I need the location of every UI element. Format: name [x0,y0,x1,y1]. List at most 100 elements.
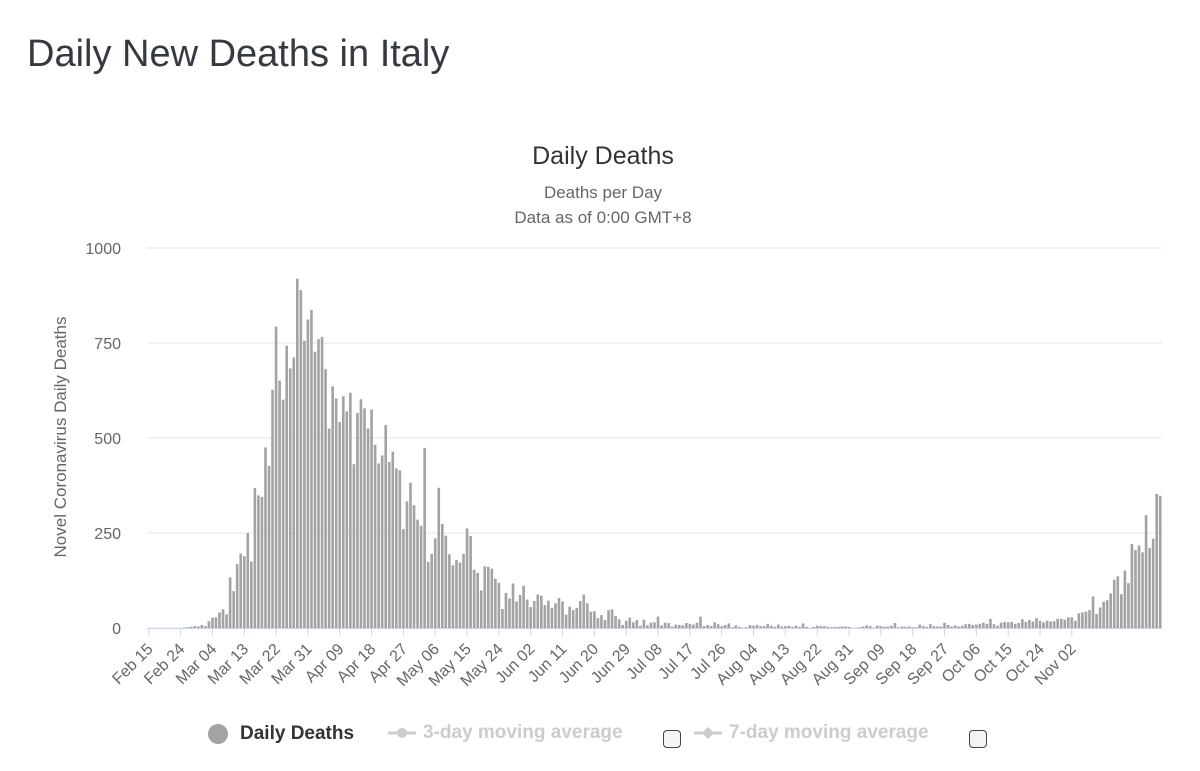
bar[interactable] [646,625,649,628]
bar[interactable] [554,603,557,628]
bar[interactable] [1003,621,1006,628]
legend-7day-average[interactable]: 7-day moving average [694,722,929,744]
bar[interactable] [352,464,356,628]
bar[interactable] [907,626,911,628]
bar[interactable] [430,553,434,628]
bar[interactable] [433,538,437,628]
bar[interactable] [370,409,373,629]
bar[interactable] [1148,547,1151,628]
bar[interactable] [267,465,271,628]
bar[interactable] [748,624,752,628]
bar[interactable] [303,340,306,628]
bar[interactable] [769,625,773,628]
bar[interactable] [359,399,363,628]
bar[interactable] [826,626,830,628]
bar[interactable] [306,319,310,628]
bar[interactable] [324,369,327,628]
bar[interactable] [363,408,366,628]
bar[interactable] [536,594,540,628]
bar[interactable] [486,566,490,628]
bar[interactable] [752,625,755,628]
bar[interactable] [946,624,950,628]
bar[interactable] [462,553,465,628]
bar[interactable] [239,553,243,628]
bar[interactable] [1155,493,1159,628]
bar[interactable] [702,626,706,628]
bar[interactable] [745,627,748,628]
bar[interactable] [960,625,964,628]
bar[interactable] [1112,579,1116,628]
bar[interactable] [858,627,861,628]
bar[interactable] [1038,620,1042,628]
bar[interactable] [593,611,596,628]
bar[interactable] [600,615,603,628]
bar[interactable] [812,626,815,628]
bar[interactable] [996,625,999,628]
bar[interactable] [904,626,907,628]
bar[interactable] [451,565,455,628]
bar[interactable] [1084,611,1088,628]
bar[interactable] [642,619,646,628]
bar[interactable] [1028,620,1031,628]
bar[interactable] [992,624,996,628]
bar[interactable] [731,627,734,628]
bar[interactable] [193,626,197,628]
bar[interactable] [472,569,476,628]
checkbox-7day-average[interactable] [969,730,987,748]
bar[interactable] [932,626,936,628]
bar[interactable] [515,601,518,628]
bar[interactable] [780,626,784,628]
bar[interactable] [656,616,660,628]
bar[interactable] [1102,601,1105,628]
bar[interactable] [868,626,872,628]
bar[interactable] [794,625,798,628]
bar[interactable] [674,624,678,628]
bar[interactable] [405,501,409,628]
bar[interactable] [412,505,416,628]
bar[interactable] [232,591,235,628]
bar[interactable] [281,399,285,628]
bar[interactable] [1088,610,1091,628]
bar[interactable] [921,626,925,628]
bar[interactable] [214,617,218,628]
bar[interactable] [225,614,228,628]
bar[interactable] [242,556,246,628]
bar[interactable] [939,626,943,628]
bar[interactable] [706,624,709,628]
bar[interactable] [271,389,274,628]
bar[interactable] [971,624,975,628]
bar[interactable] [762,626,766,628]
bar[interactable] [448,554,451,628]
legend-daily-deaths[interactable]: Daily Deaths [206,722,354,746]
bar[interactable] [1010,621,1014,628]
bar[interactable] [953,625,957,628]
bar[interactable] [508,598,511,628]
bar[interactable] [1151,538,1155,628]
bar[interactable] [299,290,303,628]
bar[interactable] [571,610,575,628]
bar[interactable] [568,606,571,628]
legend-3day-average[interactable]: 3-day moving average [388,722,623,744]
bar[interactable] [886,626,890,628]
bar[interactable] [999,622,1003,628]
bar[interactable] [483,566,487,628]
bar[interactable] [511,583,515,628]
bar[interactable] [1141,552,1144,628]
bar[interactable] [278,380,281,628]
bar[interactable] [943,622,946,628]
bar[interactable] [1095,613,1098,628]
bar[interactable] [1158,495,1162,628]
bar[interactable] [596,618,600,628]
bar[interactable] [727,623,731,628]
bar[interactable] [801,623,805,628]
bar[interactable] [890,625,893,628]
bar[interactable] [1120,594,1123,628]
bar[interactable] [253,488,257,628]
bar[interactable] [1056,618,1059,628]
bar[interactable] [1109,593,1113,628]
bar[interactable] [366,428,370,629]
bar[interactable] [211,617,214,628]
bar[interactable] [766,623,769,628]
bar[interactable] [257,495,260,628]
bar[interactable] [681,625,685,628]
